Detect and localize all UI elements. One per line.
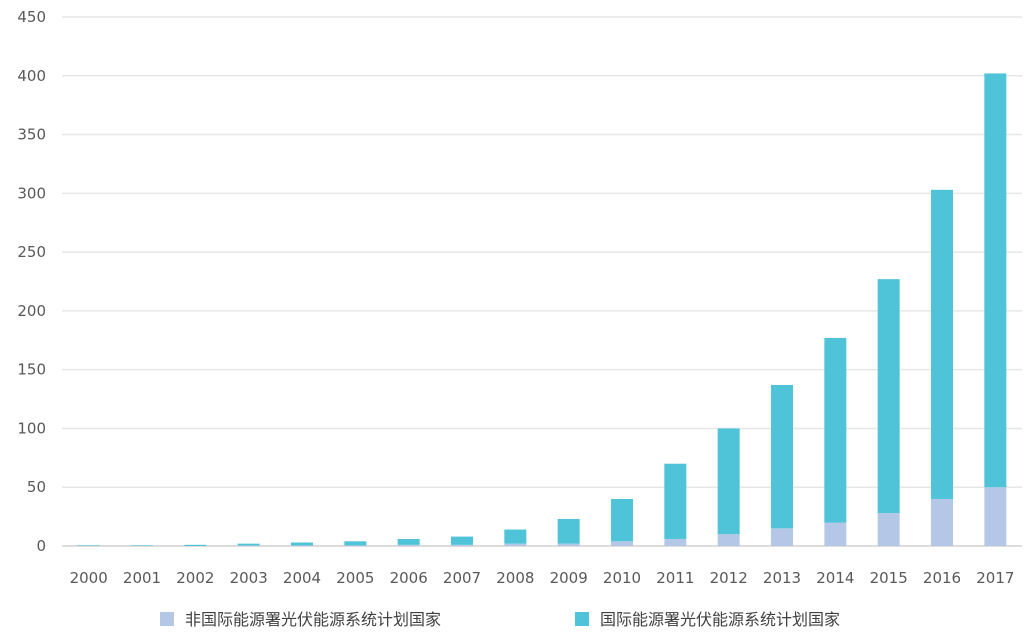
bar-member-2016 xyxy=(931,189,953,499)
y-tick-label: 400 xyxy=(17,67,46,85)
bar-member-2009 xyxy=(557,518,580,544)
bar-non-member-2009 xyxy=(557,543,580,546)
bars xyxy=(77,73,1007,546)
y-axis: 0 50 100 150 200 250 300 350 400 450 xyxy=(17,8,46,555)
y-tick-label: 200 xyxy=(17,302,46,320)
bar-non-member-2011 xyxy=(664,538,687,546)
bar-non-member-2010 xyxy=(611,541,633,546)
gridlines xyxy=(62,16,1022,547)
x-tick-label: 2001 xyxy=(123,569,161,587)
x-tick-label: 2013 xyxy=(763,569,801,587)
bar-member-2012 xyxy=(717,428,740,535)
bar-non-member-2005 xyxy=(344,545,367,546)
y-tick-label: 300 xyxy=(17,184,46,202)
legend-swatch-non-member xyxy=(160,612,174,626)
y-tick-label: 100 xyxy=(17,419,46,437)
x-tick-label: 2003 xyxy=(230,569,268,587)
bar-member-2004 xyxy=(291,542,313,546)
bar-member-2008 xyxy=(504,529,527,544)
bar-member-2005 xyxy=(344,541,367,546)
x-tick-label: 2017 xyxy=(976,569,1014,587)
bar-member-2010 xyxy=(611,498,633,542)
bar-member-2017 xyxy=(984,73,1007,488)
y-tick-label: 350 xyxy=(17,126,46,144)
x-tick-label: 2012 xyxy=(710,569,748,587)
bar-non-member-2008 xyxy=(504,543,527,546)
bar-non-member-2006 xyxy=(397,544,420,546)
x-tick-label: 2009 xyxy=(550,569,588,587)
y-tick-label: 0 xyxy=(36,537,46,555)
x-tick-label: 2010 xyxy=(603,569,641,587)
bar-member-2001 xyxy=(131,545,153,546)
bar-member-2015 xyxy=(877,279,900,514)
bar-member-2011 xyxy=(664,463,687,539)
bar-non-member-2016 xyxy=(931,498,953,546)
x-tick-label: 2015 xyxy=(870,569,908,587)
x-tick-label: 2005 xyxy=(336,569,374,587)
x-tick-label: 2000 xyxy=(70,569,108,587)
bar-non-member-2007 xyxy=(451,544,473,546)
bar-member-2000 xyxy=(77,545,100,546)
x-tick-label: 2008 xyxy=(496,569,534,587)
y-tick-label: 50 xyxy=(27,478,46,496)
bar-non-member-2017 xyxy=(984,487,1007,546)
bar-member-2014 xyxy=(824,337,847,523)
bar-member-2006 xyxy=(397,538,420,545)
x-tick-label: 2006 xyxy=(390,569,428,587)
bar-non-member-2012 xyxy=(717,534,740,546)
bar-non-member-2015 xyxy=(877,513,900,546)
bar-non-member-2004 xyxy=(291,545,313,546)
y-tick-label: 150 xyxy=(17,361,46,379)
x-tick-label: 2014 xyxy=(816,569,854,587)
legend: 非国际能源署光伏能源系统计划国家 国际能源署光伏能源系统计划国家 xyxy=(160,610,840,629)
bar-non-member-2003 xyxy=(237,545,260,546)
legend-swatch-member xyxy=(575,612,589,626)
bar-member-2003 xyxy=(237,543,260,546)
bar-non-member-2014 xyxy=(824,522,847,546)
legend-label-non-member: 非国际能源署光伏能源系统计划国家 xyxy=(185,610,441,629)
legend-label-member: 国际能源署光伏能源系统计划国家 xyxy=(600,610,840,629)
bar-member-2002 xyxy=(184,544,207,546)
x-tick-label: 2002 xyxy=(176,569,214,587)
y-tick-label: 250 xyxy=(17,243,46,261)
x-tick-label: 2016 xyxy=(923,569,961,587)
x-tick-label: 2007 xyxy=(443,569,481,587)
bar-member-2013 xyxy=(771,384,793,529)
y-tick-label: 450 xyxy=(17,8,46,26)
x-axis: 2000 2001 2002 2003 2004 2005 2006 2007 2008 2009… xyxy=(70,569,1015,587)
x-tick-label: 2011 xyxy=(656,569,694,587)
bar-member-2007 xyxy=(451,536,473,545)
bar-non-member-2013 xyxy=(771,528,793,546)
x-tick-label: 2004 xyxy=(283,569,321,587)
